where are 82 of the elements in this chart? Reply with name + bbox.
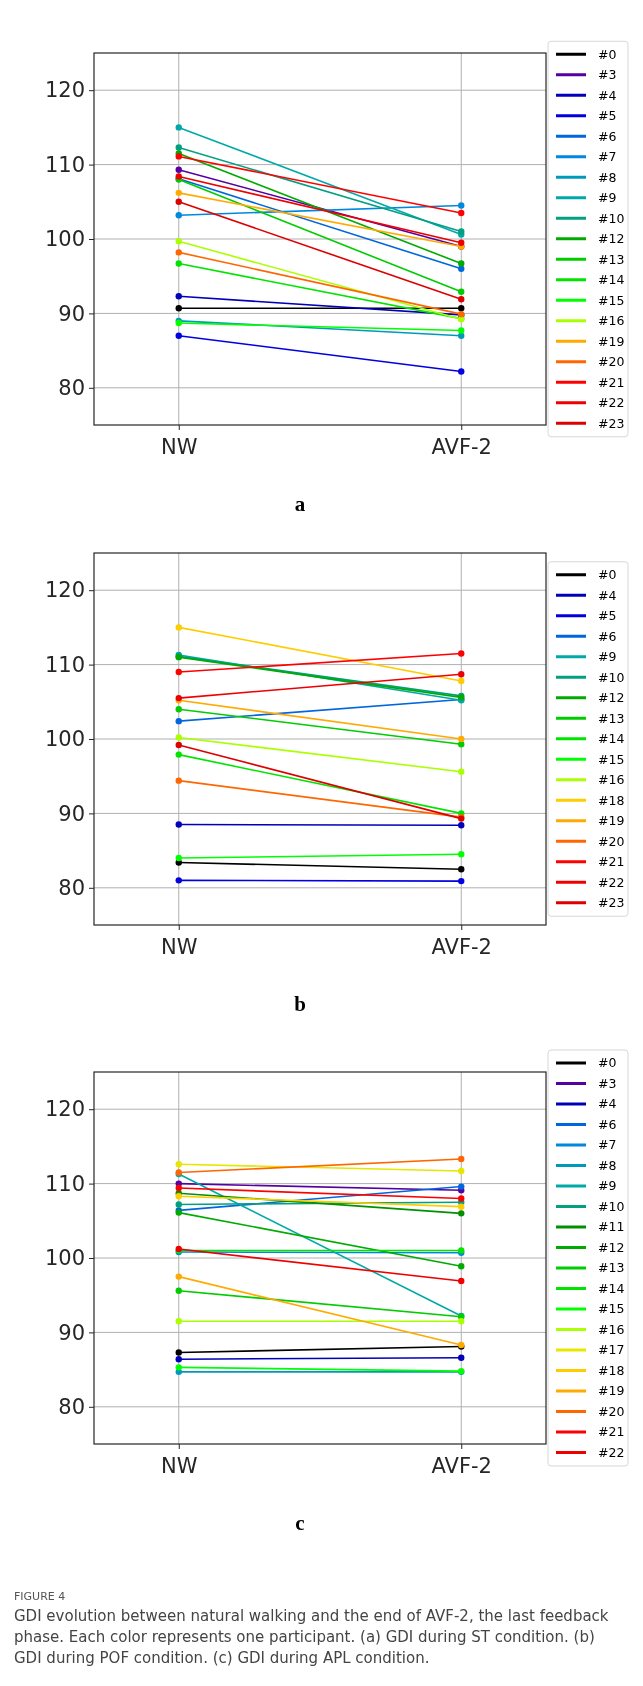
legend-label: #14 <box>598 1280 625 1296</box>
legend-label: #10 <box>598 210 625 226</box>
legend-label: #14 <box>598 731 625 747</box>
legend-label: #16 <box>598 313 625 329</box>
legend-label: #16 <box>598 1321 625 1337</box>
legend-label: #4 <box>598 87 617 103</box>
y-tick-label: 90 <box>58 301 85 326</box>
legend-label: #8 <box>598 169 617 185</box>
legend-label: #22 <box>598 395 625 411</box>
caption: FIGURE 4 <box>14 1590 66 1603</box>
legend-label: #10 <box>598 669 625 685</box>
y-tick-label: 80 <box>58 876 85 901</box>
y-tick-label: 110 <box>44 652 85 677</box>
legend-label: #10 <box>598 1198 625 1214</box>
legend-label: #15 <box>598 292 625 308</box>
legend-label: #20 <box>598 354 625 370</box>
legend-label: #9 <box>598 649 617 665</box>
y-tick-label: 100 <box>44 1246 85 1271</box>
legend-label: #16 <box>598 772 625 788</box>
legend-label: #9 <box>598 1178 617 1194</box>
x-tick-label: NW <box>161 934 198 959</box>
x-axis-title: b <box>294 992 306 1016</box>
legend-label: #6 <box>598 128 617 144</box>
x-tick-label: NW <box>161 1453 198 1478</box>
legend-label: #23 <box>598 415 625 431</box>
legend-label: #0 <box>598 1055 617 1071</box>
legend-label: #19 <box>598 333 625 349</box>
legend-label: #19 <box>598 813 625 829</box>
y-tick-label: 80 <box>58 1395 85 1420</box>
legend-label: #20 <box>598 833 625 849</box>
x-tick-label: AVF-2 <box>431 434 492 459</box>
legend-label: #21 <box>598 374 625 390</box>
legend-label: #21 <box>598 854 625 870</box>
x-tick-label: AVF-2 <box>431 934 492 959</box>
legend-label: #19 <box>598 1383 625 1399</box>
y-tick-label: 80 <box>58 376 85 401</box>
legend-label: #5 <box>598 108 617 124</box>
legend-label: #6 <box>598 628 617 644</box>
legend-label: #21 <box>598 1424 625 1440</box>
legend-label: #15 <box>598 751 625 767</box>
legend-label: #3 <box>598 1075 617 1091</box>
legend-label: #17 <box>598 1342 625 1358</box>
legend-label: #23 <box>598 895 625 911</box>
legend-label: #4 <box>598 587 617 603</box>
legend-label: #22 <box>598 874 625 890</box>
legend-label: #12 <box>598 231 625 247</box>
legend-label: #3 <box>598 67 617 83</box>
x-axis-title: a <box>294 492 306 516</box>
legend-label: #20 <box>598 1403 625 1419</box>
y-tick-label: 110 <box>44 1171 85 1196</box>
legend-label: #4 <box>598 1096 617 1112</box>
legend-label: #12 <box>598 1239 625 1255</box>
legend-label: #14 <box>598 272 625 288</box>
legend-label: #11 <box>598 1219 625 1235</box>
y-tick-label: 120 <box>44 578 85 603</box>
legend-label: #13 <box>598 1260 625 1276</box>
legend-label: #8 <box>598 1157 617 1173</box>
y-tick-label: 100 <box>44 727 85 752</box>
legend-label: #0 <box>598 567 617 583</box>
y-tick-label: 110 <box>44 152 85 177</box>
y-tick-label: 90 <box>58 1320 85 1345</box>
legend-label: #6 <box>598 1116 617 1132</box>
legend-label: #9 <box>598 190 617 206</box>
legend-label: #15 <box>598 1301 625 1317</box>
text: GDI evolution between natural walking and the end of AVF-2, the last feedback phase. Each color represents one participant. (a) GDI during ST condition. (b) GDI during POF condition. (c) GDI during APL condition. <box>14 1607 609 1667</box>
legend-label: #7 <box>598 1137 617 1153</box>
x-tick-label: NW <box>161 434 198 459</box>
legend-label: #22 <box>598 1444 625 1460</box>
legend-label: #12 <box>598 690 625 706</box>
legend-label: #0 <box>598 46 617 62</box>
legend-label: #18 <box>598 1362 625 1378</box>
legend-label: #5 <box>598 608 617 624</box>
y-tick-label: 100 <box>44 227 85 252</box>
y-tick-label: 90 <box>58 801 85 826</box>
legend-label: #13 <box>598 251 625 267</box>
y-tick-label: 120 <box>44 1097 85 1122</box>
x-axis-title: c <box>295 1511 305 1535</box>
x-tick-label: AVF-2 <box>431 1453 492 1478</box>
legend-label: #18 <box>598 792 625 808</box>
legend-label: #7 <box>598 149 617 165</box>
legend-label: #13 <box>598 710 625 726</box>
y-tick-label: 120 <box>44 78 85 103</box>
